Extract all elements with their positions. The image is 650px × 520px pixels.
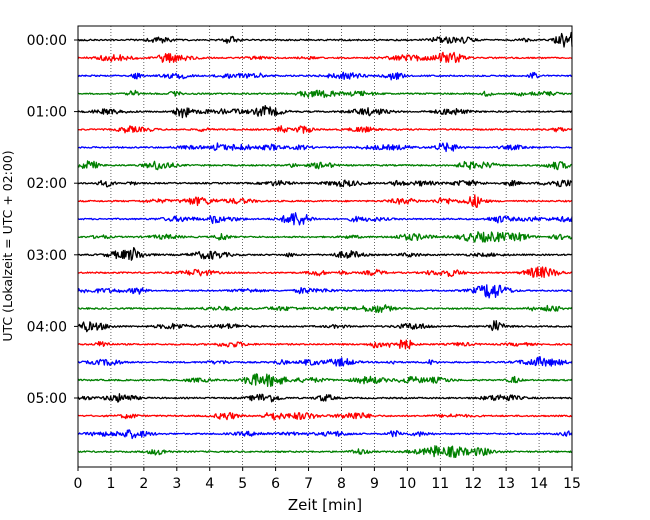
trace-line	[77, 71, 573, 81]
y-tick-label: 02:00	[27, 176, 67, 192]
x-tick-label: 4	[205, 476, 214, 492]
trace-line	[77, 160, 573, 171]
trace-line	[77, 320, 573, 333]
trace-line	[77, 373, 573, 388]
trace-line	[77, 31, 573, 48]
trace-line	[77, 179, 573, 188]
trace-line	[77, 89, 573, 99]
x-tick-label: 13	[497, 476, 515, 492]
trace-line	[77, 231, 573, 243]
x-tick-label: 2	[139, 476, 148, 492]
trace-line	[77, 393, 573, 403]
x-tick-label: 1	[106, 476, 115, 492]
trace-line	[77, 266, 573, 279]
trace-line	[77, 284, 573, 299]
trace-line	[77, 51, 573, 64]
y-tick-label: 05:00	[27, 391, 67, 407]
x-tick-label: 10	[398, 476, 416, 492]
x-tick-label: 5	[238, 476, 247, 492]
trace-line	[77, 212, 573, 226]
plot-frame	[77, 25, 573, 468]
trace-line	[77, 125, 573, 134]
trace-line	[77, 194, 573, 208]
x-tick-label: 9	[370, 476, 379, 492]
x-tick-label: 15	[563, 476, 581, 492]
y-tick-label: 01:00	[27, 105, 67, 121]
trace-line	[77, 429, 573, 440]
trace-line	[77, 304, 573, 314]
x-tick-label: 8	[337, 476, 346, 492]
x-tick-label: 11	[431, 476, 449, 492]
x-tick-label: 0	[74, 476, 83, 492]
trace-line	[77, 445, 573, 459]
y-axis: 00:00 01:00 02:00 03:00 04:00 05:00	[27, 33, 78, 407]
trace-line	[77, 356, 573, 367]
trace-line	[77, 142, 573, 153]
x-axis-label: Zeit [min]	[288, 496, 362, 514]
trace-line	[77, 339, 573, 350]
x-axis: 0 1 2 3 4 5 6 7 8 9 10 11 12 13 14 15	[74, 467, 581, 492]
x-tick-label: 12	[464, 476, 482, 492]
x-tick-label: 3	[172, 476, 181, 492]
y-tick-label: 00:00	[27, 33, 67, 49]
x-tick-label: 6	[271, 476, 280, 492]
y-tick-label: 03:00	[27, 248, 67, 264]
trace-line	[77, 105, 573, 119]
x-tick-label: 14	[530, 476, 548, 492]
trace-line	[77, 411, 573, 421]
trace-series	[77, 31, 573, 459]
y-tick-label: 04:00	[27, 319, 67, 335]
x-tick-label: 7	[304, 476, 313, 492]
y-axis-label: UTC (Lokalzeit = UTC + 02:00)	[0, 150, 15, 341]
trace-line	[77, 246, 573, 261]
